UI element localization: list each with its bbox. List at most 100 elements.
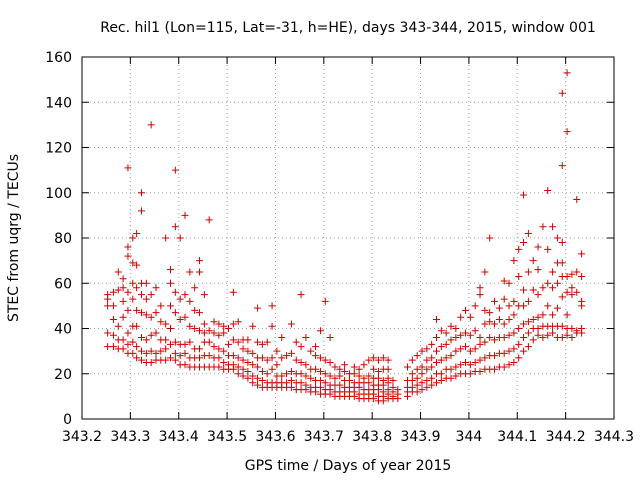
data-point bbox=[370, 365, 378, 373]
data-point bbox=[505, 347, 513, 355]
data-point bbox=[200, 291, 208, 299]
data-point bbox=[573, 196, 581, 204]
data-point bbox=[249, 349, 257, 357]
data-point bbox=[384, 365, 392, 373]
y-tick-label: 40 bbox=[54, 322, 72, 338]
data-point bbox=[129, 259, 137, 267]
data-point bbox=[462, 343, 470, 351]
data-point bbox=[137, 356, 145, 364]
data-point bbox=[229, 288, 237, 296]
data-point bbox=[476, 340, 484, 348]
data-point bbox=[196, 268, 204, 276]
data-point bbox=[549, 311, 557, 319]
data-point bbox=[225, 325, 233, 332]
data-point bbox=[437, 370, 445, 378]
data-point bbox=[433, 358, 441, 366]
data-point bbox=[491, 365, 499, 373]
y-tick-label: 60 bbox=[54, 276, 72, 292]
data-point bbox=[544, 302, 552, 310]
data-point bbox=[297, 291, 305, 299]
data-point bbox=[119, 336, 127, 344]
data-point bbox=[481, 268, 489, 276]
data-point bbox=[505, 331, 513, 339]
data-point bbox=[157, 302, 165, 310]
data-point bbox=[133, 261, 141, 269]
data-point bbox=[191, 306, 199, 314]
y-tick-label: 120 bbox=[45, 141, 72, 157]
data-point bbox=[563, 128, 571, 136]
data-point bbox=[331, 374, 339, 382]
x-tick-label: 343.4 bbox=[159, 429, 199, 445]
data-point bbox=[336, 381, 344, 389]
data-point bbox=[186, 338, 194, 346]
y-tick-label: 0 bbox=[63, 412, 72, 428]
data-point bbox=[355, 372, 363, 380]
data-point bbox=[471, 302, 479, 310]
data-point bbox=[268, 354, 276, 362]
data-point bbox=[114, 286, 122, 294]
data-point bbox=[568, 270, 576, 278]
data-point bbox=[418, 370, 426, 378]
data-point bbox=[162, 345, 170, 353]
data-point bbox=[491, 320, 499, 328]
data-point bbox=[171, 309, 179, 317]
data-point bbox=[312, 352, 320, 360]
data-point bbox=[524, 268, 532, 276]
data-point bbox=[129, 295, 137, 303]
x-tick-label: 343.2 bbox=[62, 429, 102, 445]
data-point bbox=[124, 329, 132, 337]
data-point bbox=[500, 349, 508, 357]
data-point bbox=[176, 295, 184, 303]
data-point bbox=[384, 356, 392, 364]
data-point bbox=[515, 354, 523, 362]
data-point bbox=[191, 325, 199, 332]
data-point bbox=[408, 383, 416, 391]
data-point bbox=[336, 372, 344, 380]
data-point bbox=[278, 334, 286, 342]
data-point bbox=[549, 268, 557, 276]
data-point bbox=[534, 325, 542, 332]
data-point bbox=[534, 243, 542, 251]
data-point bbox=[389, 377, 397, 385]
data-point bbox=[500, 363, 508, 371]
data-point bbox=[568, 291, 576, 299]
data-point bbox=[578, 250, 586, 258]
data-point bbox=[341, 361, 349, 369]
x-axis-label: GPS time / Days of year 2015 bbox=[245, 458, 452, 474]
data-point bbox=[229, 320, 237, 328]
data-point bbox=[437, 343, 445, 351]
data-point bbox=[413, 381, 421, 389]
data-point bbox=[452, 372, 460, 380]
data-point bbox=[326, 334, 334, 342]
data-point bbox=[433, 379, 441, 387]
data-point bbox=[408, 370, 416, 378]
data-point bbox=[520, 334, 528, 342]
data-point bbox=[152, 284, 160, 292]
data-point bbox=[408, 356, 416, 364]
data-point bbox=[137, 189, 145, 197]
data-point bbox=[413, 374, 421, 382]
data-point bbox=[428, 354, 436, 362]
data-point bbox=[365, 356, 373, 364]
data-point bbox=[558, 334, 566, 342]
data-point bbox=[142, 349, 150, 357]
data-point bbox=[326, 358, 334, 366]
data-point bbox=[302, 372, 310, 380]
data-point bbox=[413, 388, 421, 396]
data-point bbox=[553, 304, 561, 312]
data-point bbox=[544, 245, 552, 253]
data-point bbox=[365, 379, 373, 387]
data-point bbox=[476, 334, 484, 342]
data-point bbox=[563, 311, 571, 319]
data-point bbox=[186, 297, 194, 305]
data-point bbox=[321, 356, 329, 364]
data-point bbox=[568, 325, 576, 332]
data-point bbox=[539, 284, 547, 292]
data-point bbox=[549, 329, 557, 337]
data-point bbox=[254, 338, 262, 346]
data-point bbox=[442, 329, 450, 337]
data-point bbox=[316, 367, 324, 375]
data-point bbox=[558, 322, 566, 330]
data-point bbox=[109, 288, 117, 296]
